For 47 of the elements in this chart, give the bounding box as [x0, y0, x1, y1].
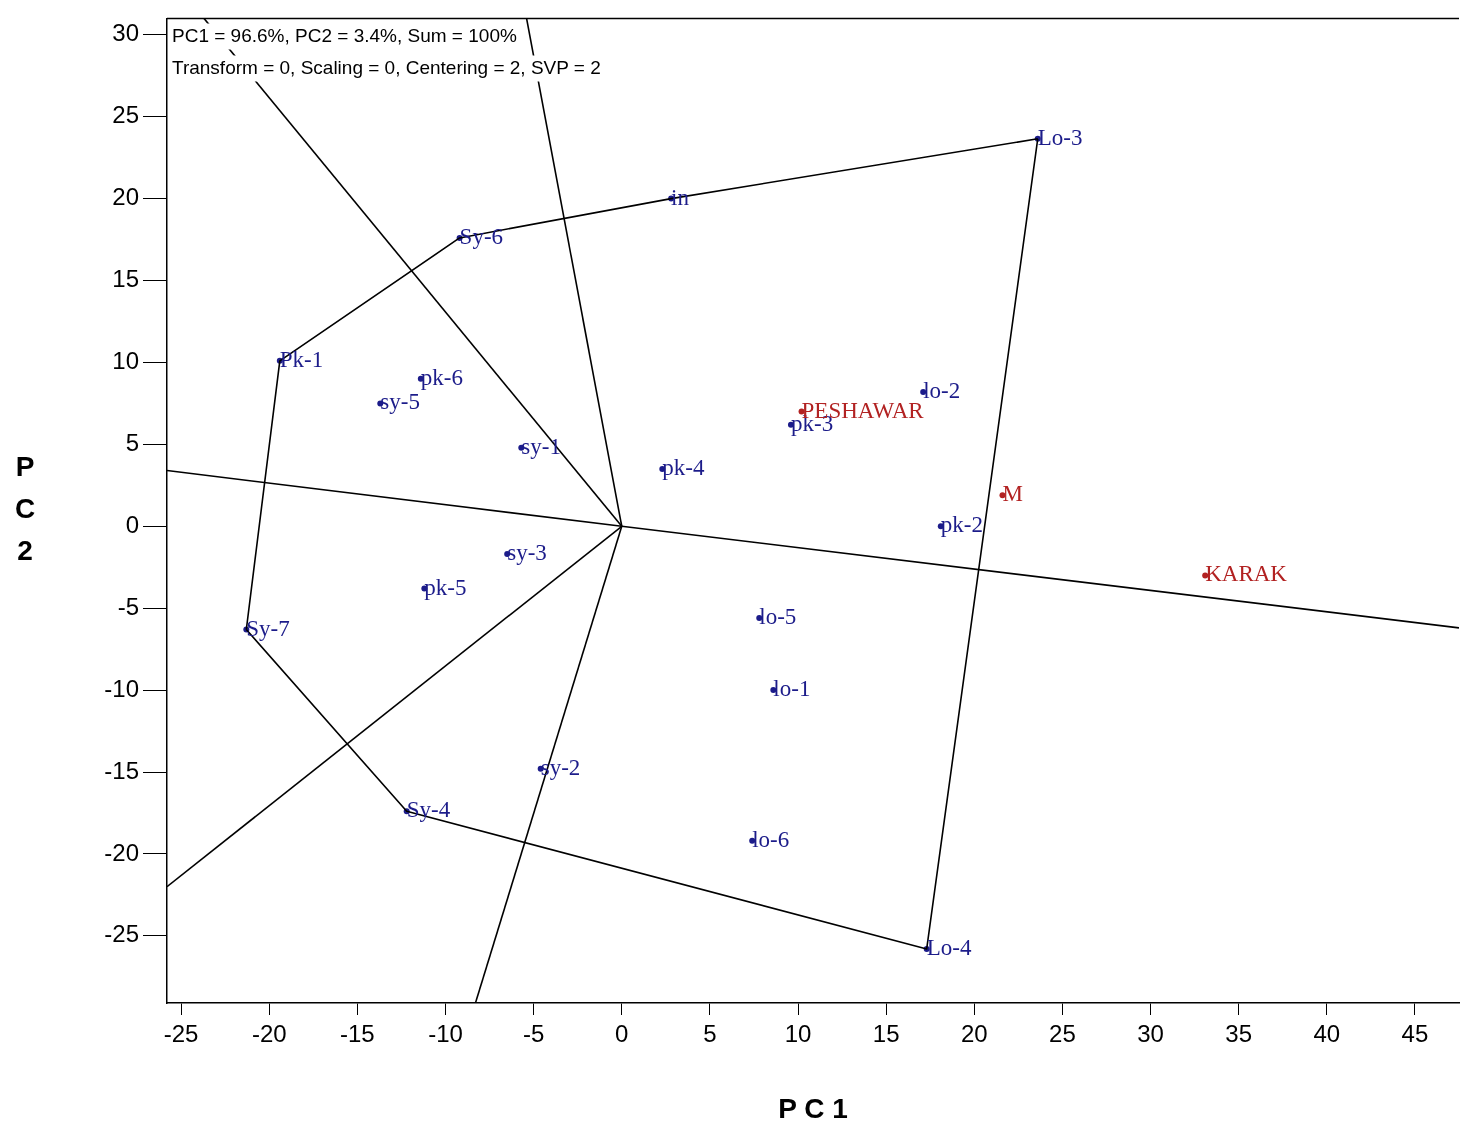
data-label: lo-1	[773, 676, 811, 702]
y-axis-title: P C 2	[14, 451, 36, 567]
x-tick-label: 30	[1137, 1020, 1164, 1048]
x-tick-label: -15	[340, 1020, 375, 1048]
data-label: Sy-4	[406, 797, 451, 823]
data-label: KARAK	[1205, 561, 1288, 587]
y-tick-label: 15	[112, 265, 139, 293]
y-tick-label: -15	[104, 756, 139, 784]
y-tick-label: 30	[112, 19, 139, 47]
data-label: lo-5	[759, 604, 797, 630]
y-tick-label: 25	[112, 101, 139, 129]
x-tick-label: -5	[522, 1020, 545, 1048]
data-label: pk-5	[424, 574, 467, 600]
y-tick-label: -5	[117, 592, 139, 620]
data-label: M	[1002, 481, 1023, 507]
data-label: sy-3	[507, 540, 547, 566]
data-label: lo-6	[752, 826, 790, 852]
annotation: Transform = 0, Scaling = 0, Centering = 2, SVP = 2	[172, 56, 601, 78]
y-tick-label: 20	[112, 183, 139, 211]
x-tick-label: -25	[163, 1020, 199, 1048]
data-label: lo-2	[923, 377, 961, 403]
y-tick-label: -20	[104, 838, 139, 866]
y-tick-label: 10	[112, 347, 139, 375]
x-tick-label: -20	[251, 1020, 287, 1048]
data-label: pk-4	[662, 454, 705, 480]
x-tick-label: 40	[1313, 1020, 1341, 1048]
data-label: Lo-3	[1037, 124, 1083, 150]
data-label: pk-2	[940, 512, 983, 538]
x-tick-label: 0	[615, 1020, 629, 1048]
y-tick-label: 5	[125, 428, 139, 456]
data-label: sy-5	[380, 389, 420, 415]
x-tick-label: 15	[872, 1020, 900, 1048]
x-tick-label: 10	[784, 1020, 812, 1048]
x-tick-label: 20	[960, 1020, 988, 1048]
data-label: pk-6	[420, 364, 463, 390]
x-tick-label: 5	[703, 1020, 717, 1048]
y-tick-label: -10	[104, 674, 139, 702]
x-tick-label: 45	[1401, 1020, 1429, 1048]
x-tick-label: 25	[1049, 1020, 1076, 1048]
data-label: Lo-4	[926, 934, 972, 960]
y-tick-label: 0	[125, 510, 139, 538]
x-axis-title: P C 1	[778, 1092, 848, 1124]
x-tick-label: 35	[1225, 1020, 1253, 1048]
x-tick-label: -10	[428, 1020, 463, 1048]
y-tick-label: -25	[104, 920, 139, 948]
annotation: PC1 = 96.6%, PC2 = 3.4%, Sum = 100%	[172, 24, 517, 46]
data-label: Pk-1	[279, 346, 324, 372]
